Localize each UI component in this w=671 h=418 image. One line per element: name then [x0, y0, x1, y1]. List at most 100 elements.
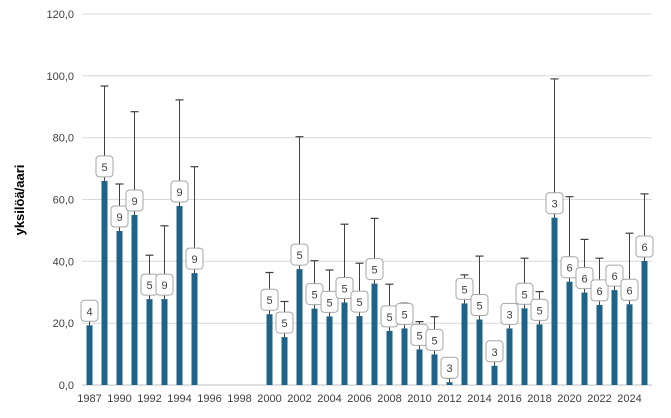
svg-text:5: 5 [326, 297, 332, 309]
data-label-2012: 3 [440, 356, 459, 379]
bar-1993 [161, 299, 168, 385]
data-label-2013: 5 [455, 277, 474, 300]
svg-text:6: 6 [641, 242, 647, 254]
error-bar-2012 [445, 377, 454, 383]
x-tick-label: 2008 [377, 393, 401, 405]
data-label-2022: 6 [590, 279, 609, 302]
bar-2002 [296, 269, 303, 385]
svg-text:5: 5 [266, 295, 272, 307]
svg-text:9: 9 [161, 280, 167, 292]
svg-text:6: 6 [566, 263, 572, 275]
x-tick-label: 1992 [137, 393, 161, 405]
data-label-2014: 5 [470, 294, 489, 316]
x-tick-label: 1996 [197, 393, 221, 405]
x-tick-label: 2018 [527, 393, 551, 405]
bar-2012 [446, 382, 453, 385]
bar-2023 [611, 290, 618, 385]
svg-text:4: 4 [86, 306, 92, 318]
svg-text:3: 3 [491, 347, 497, 359]
data-label-2016: 3 [500, 302, 519, 325]
svg-text:5: 5 [356, 297, 362, 309]
svg-text:5: 5 [521, 289, 527, 301]
data-label-2002: 5 [290, 243, 309, 266]
data-label-1991: 9 [125, 189, 144, 212]
x-tick-label: 2000 [257, 393, 281, 405]
svg-text:5: 5 [401, 309, 407, 321]
y-tick-label: 0,0 [59, 380, 74, 392]
x-tick-label: 2016 [497, 393, 521, 405]
data-label-2018: 5 [530, 298, 549, 321]
bar-2009 [401, 328, 408, 385]
svg-text:5: 5 [146, 280, 152, 292]
x-tick-label: 2020 [557, 393, 581, 405]
bar-2001 [281, 337, 288, 385]
svg-text:5: 5 [341, 284, 347, 296]
bar-2010 [416, 349, 423, 385]
bar-2008 [386, 330, 393, 385]
y-tick-label: 60,0 [53, 195, 74, 207]
data-label-2009: 5 [395, 302, 414, 325]
data-label-2003: 5 [305, 283, 324, 306]
bar-1995 [191, 273, 198, 385]
svg-text:9: 9 [131, 196, 137, 208]
data-label-2006: 5 [350, 290, 369, 313]
x-tick-label: 2004 [317, 393, 341, 405]
bar-2016 [506, 328, 513, 385]
x-tick-label: 1998 [227, 393, 251, 405]
data-label-1992: 5 [140, 273, 159, 296]
svg-text:6: 6 [626, 285, 632, 297]
data-label-1993: 9 [155, 273, 174, 296]
bar-1990 [116, 231, 123, 385]
bar-1989 [101, 180, 108, 385]
svg-text:3: 3 [506, 309, 512, 321]
svg-text:5: 5 [281, 318, 287, 330]
data-label-2000: 5 [260, 288, 279, 311]
data-label-2023: 6 [605, 264, 624, 287]
bar-1992 [146, 299, 153, 385]
svg-text:6: 6 [596, 286, 602, 298]
x-tick-label: 2022 [587, 393, 611, 405]
data-label-1990: 9 [110, 205, 129, 228]
data-label-1987: 4 [80, 299, 99, 322]
data-label-2020: 6 [560, 256, 579, 279]
data-label-2008: 5 [380, 305, 399, 328]
bar-1991 [131, 215, 138, 385]
bar-2017 [521, 308, 528, 385]
data-label-2010: 5 [410, 323, 429, 346]
bar-2013 [461, 303, 468, 385]
bar-2024 [626, 304, 633, 385]
svg-text:5: 5 [371, 265, 377, 277]
svg-text:6: 6 [611, 271, 617, 283]
data-label-1994: 9 [170, 180, 189, 203]
x-tick-label: 1987 [77, 393, 101, 405]
svg-text:6: 6 [581, 274, 587, 286]
x-tick-label: 1990 [107, 393, 131, 405]
bar-2004 [326, 316, 333, 385]
y-tick-label: 20,0 [53, 318, 74, 330]
bar-1994 [176, 206, 183, 385]
bar-2018 [536, 324, 543, 385]
svg-text:5: 5 [311, 290, 317, 302]
x-tick-label: 2006 [347, 393, 371, 405]
bar-2021 [581, 292, 588, 385]
data-label-2011: 5 [425, 328, 444, 351]
bar-2014 [476, 319, 483, 385]
data-label-2019: 3 [545, 192, 564, 215]
bar-2003 [311, 308, 318, 385]
data-label-2007: 5 [365, 258, 384, 281]
bar-2005 [341, 302, 348, 385]
svg-text:5: 5 [416, 330, 422, 342]
x-tick-label: 2010 [407, 393, 431, 405]
y-tick-label: 80,0 [53, 133, 74, 145]
bar-2015 [491, 365, 498, 385]
y-tick-label: 120,0 [46, 9, 74, 21]
data-label-2015: 3 [485, 340, 504, 363]
svg-text:3: 3 [551, 199, 557, 211]
y-tick-label: 100,0 [46, 71, 74, 83]
x-tick-label: 1994 [167, 393, 191, 405]
svg-text:9: 9 [191, 254, 197, 266]
data-label-2025: 6 [635, 235, 654, 258]
data-label-2004: 5 [320, 290, 339, 313]
